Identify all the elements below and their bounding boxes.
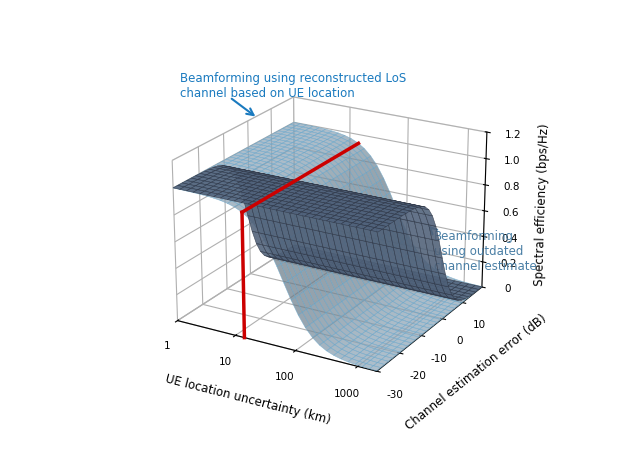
- Text: Beamforming using reconstructed LoS
channel based on UE location: Beamforming using reconstructed LoS chan…: [180, 73, 406, 101]
- Y-axis label: Channel estimation error (dB): Channel estimation error (dB): [403, 312, 549, 432]
- Text: Beamforming
using outdated
channel estimate: Beamforming using outdated channel estim…: [433, 230, 536, 273]
- X-axis label: UE location uncertainty (km): UE location uncertainty (km): [164, 373, 332, 427]
